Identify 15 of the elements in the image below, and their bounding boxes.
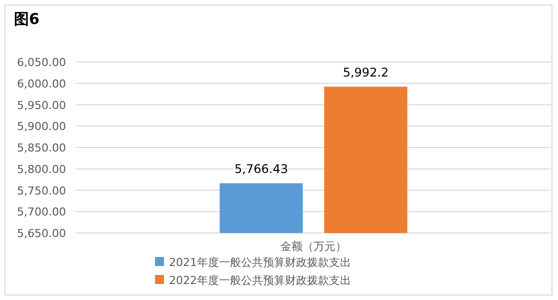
y-tick-label: 5,650.00 <box>17 227 66 240</box>
y-tick-label: 5,850.00 <box>17 142 66 154</box>
y-tick-label: 6,050.00 <box>17 56 66 69</box>
y-tick-label: 5,700.00 <box>17 206 66 219</box>
legend-label: 2021年度一般公共预算财政拨款支出 <box>169 256 351 269</box>
data-label: 5,766.43 <box>234 162 288 176</box>
chart-title: 图6 <box>14 10 40 28</box>
y-tick-label: 5,900.00 <box>17 120 66 134</box>
y-tick-label: 5,750.00 <box>17 184 66 198</box>
y-tick-label: 6,000.00 <box>17 77 66 90</box>
data-label: 5,992.2 <box>342 66 389 80</box>
y-tick-label: 5,950.00 <box>17 98 66 112</box>
y-tick-label: 5,800.00 <box>17 162 66 176</box>
x-tick-label: 金额（万元） <box>280 240 346 253</box>
legend-label: 2022年度一般公共预算财政拨款支出 <box>169 274 351 287</box>
